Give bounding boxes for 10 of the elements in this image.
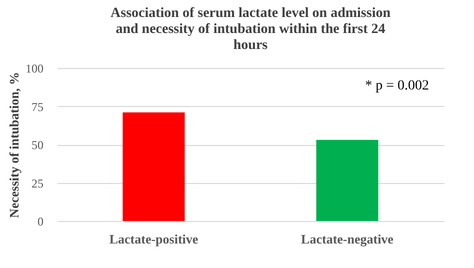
annotation: * p = 0.002 [365, 78, 429, 94]
y-tick-label: 100 [26, 62, 44, 76]
y-axis-title: Necessity of intubation, % [6, 72, 22, 218]
chart-title: Association of serum lactate level on admission and necessity of intubation within the first 24 hours [110, 6, 391, 53]
x-tick-label: Lactate-negative [301, 232, 394, 246]
y-tick-label: 25 [32, 176, 44, 190]
y-tick-label: 0 [38, 214, 44, 228]
x-tick-label: Lactate-positive [109, 232, 198, 246]
y-tick-label: 50 [32, 138, 44, 152]
y-tick-label: 75 [32, 100, 44, 114]
